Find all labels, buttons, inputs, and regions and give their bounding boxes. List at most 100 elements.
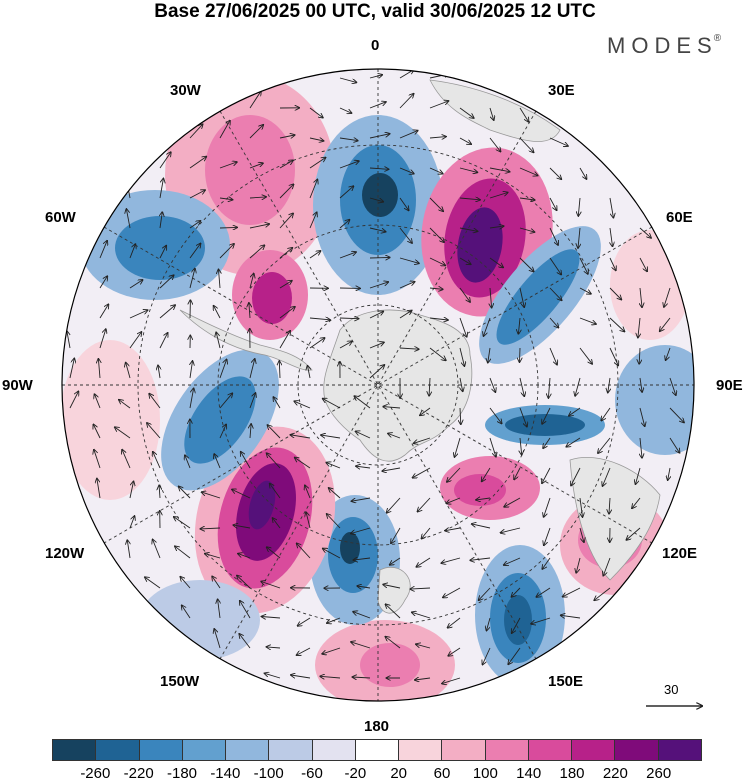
negative-anomaly bbox=[615, 345, 694, 455]
wind-vector bbox=[309, 212, 317, 229]
wind-vector bbox=[490, 287, 492, 308]
wind-vector bbox=[415, 678, 431, 680]
wind-vector bbox=[351, 642, 371, 649]
wind-vector bbox=[579, 287, 591, 294]
wind-vector bbox=[519, 137, 534, 152]
lon-label-180: 180 bbox=[364, 718, 390, 735]
wind-vector bbox=[598, 437, 611, 453]
wind-vector bbox=[441, 557, 461, 563]
wind-vector bbox=[489, 167, 510, 172]
wind-vector bbox=[459, 107, 474, 118]
wind-vector bbox=[320, 676, 341, 678]
wind-vector bbox=[339, 186, 353, 199]
wind-vector bbox=[219, 360, 227, 379]
wind-vector bbox=[126, 363, 131, 379]
wind-vector bbox=[542, 557, 551, 569]
wind-vector bbox=[489, 257, 503, 267]
wind-vector bbox=[542, 467, 551, 483]
wind-vector bbox=[159, 333, 168, 349]
wind-vector bbox=[399, 197, 409, 210]
wind-vector bbox=[445, 528, 461, 531]
australia bbox=[569, 456, 661, 581]
wind-vector bbox=[399, 348, 419, 349]
wind-vector bbox=[339, 77, 356, 82]
wind-vector bbox=[369, 342, 384, 349]
wind-vector bbox=[429, 167, 443, 174]
wind-vector bbox=[608, 377, 610, 393]
negative-anomaly bbox=[140, 580, 260, 660]
wind-vector bbox=[69, 391, 78, 409]
wind-vector bbox=[249, 303, 250, 319]
wind-vector bbox=[270, 484, 281, 499]
wind-vector bbox=[472, 524, 491, 529]
wind-vector bbox=[279, 184, 294, 199]
wind-vector bbox=[459, 287, 470, 302]
wind-vector bbox=[609, 497, 610, 514]
colorbar-segment bbox=[572, 740, 616, 760]
colorbar-segment bbox=[269, 740, 313, 760]
wind-vector bbox=[291, 675, 311, 679]
wind-vector bbox=[306, 512, 311, 529]
wind-vector bbox=[129, 310, 148, 319]
wind-vector bbox=[174, 517, 191, 529]
wind-vector bbox=[353, 612, 371, 619]
wind-vector bbox=[219, 244, 234, 259]
wind-vector bbox=[489, 377, 495, 392]
map-border bbox=[61, 68, 695, 702]
wind-vector bbox=[399, 167, 414, 174]
wind-vector bbox=[459, 137, 471, 144]
wind-vector bbox=[339, 252, 356, 259]
polar-map[interactable] bbox=[0, 0, 750, 735]
wind-vector bbox=[429, 227, 444, 242]
wind-vector bbox=[232, 490, 251, 499]
wind-vector bbox=[519, 198, 535, 200]
colorbar-segment bbox=[96, 740, 140, 760]
lon-label-120w: 120W bbox=[45, 545, 85, 562]
wind-vector bbox=[180, 577, 191, 589]
wind-vector bbox=[250, 424, 251, 439]
wind-vector bbox=[219, 270, 221, 289]
wind-vector bbox=[297, 543, 311, 559]
new-zealand bbox=[377, 567, 411, 614]
lon-label-60w: 60W bbox=[45, 209, 76, 226]
wind-vector bbox=[279, 160, 293, 169]
lon-label-60e: 60E bbox=[666, 209, 693, 226]
wind-vector bbox=[483, 647, 491, 665]
wind-vector bbox=[279, 281, 292, 289]
colorbar-segment bbox=[182, 740, 227, 760]
wind-vector bbox=[459, 257, 471, 264]
wind-vector bbox=[443, 587, 461, 598]
wind-vector bbox=[603, 557, 611, 576]
wind-vector bbox=[309, 107, 323, 118]
wind-vector bbox=[459, 227, 478, 231]
wind-vector bbox=[369, 197, 383, 202]
wind-vector bbox=[369, 258, 390, 259]
wind-vector bbox=[214, 454, 221, 469]
wind-vector bbox=[323, 549, 341, 559]
wind-vector bbox=[387, 497, 401, 513]
colorbar-segment bbox=[399, 740, 443, 760]
wind-vector bbox=[267, 647, 281, 648]
brand-name: MODES bbox=[607, 33, 718, 58]
wind-vector bbox=[98, 359, 100, 379]
wind-vector bbox=[640, 437, 642, 458]
wind-vector bbox=[295, 458, 311, 469]
wind-vector bbox=[576, 557, 581, 573]
wind-vector bbox=[489, 226, 504, 228]
colorbar-segment bbox=[139, 740, 183, 760]
wind-vector bbox=[353, 558, 371, 560]
wind-vector bbox=[410, 588, 431, 589]
colorbar-tick-label: -260 bbox=[80, 765, 111, 782]
wind-vector bbox=[459, 198, 480, 200]
wind-vector bbox=[219, 227, 237, 228]
wind-vector bbox=[339, 138, 358, 141]
wind-vector bbox=[479, 587, 491, 600]
wind-vector bbox=[249, 91, 261, 109]
wind-vector bbox=[126, 209, 131, 229]
wind-vector bbox=[601, 407, 611, 421]
wind-vector bbox=[632, 497, 641, 508]
wind-vector bbox=[309, 158, 326, 169]
wind-vector bbox=[609, 197, 613, 218]
wind-vector bbox=[127, 540, 130, 559]
africa bbox=[429, 79, 561, 142]
